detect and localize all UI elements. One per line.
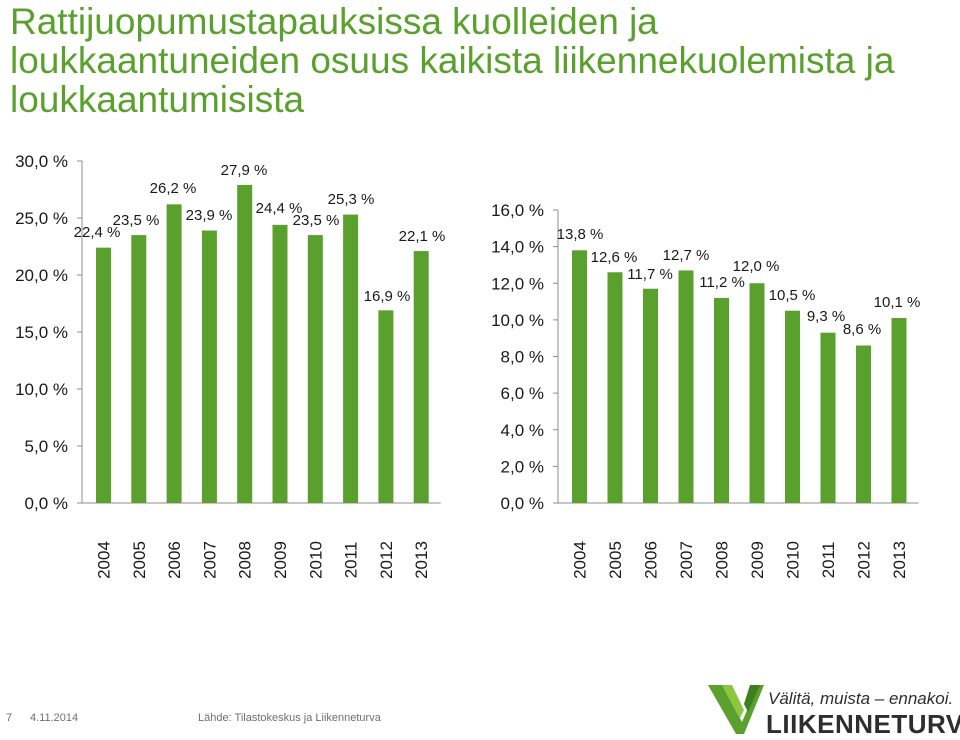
left-y-tick-label: 10,0 % xyxy=(15,380,68,399)
liikenneturva-logo-icon xyxy=(708,685,764,734)
right-data-label: 9,3 % xyxy=(807,308,845,325)
right-data-label: 10,5 % xyxy=(769,287,816,304)
footer-source: Lähde: Tilastokeskus ja Liikenneturva xyxy=(198,712,381,724)
left-bar-2008 xyxy=(237,184,253,503)
left-category-label: 2008 xyxy=(236,541,255,579)
right-category-label: 2010 xyxy=(784,541,803,579)
left-y-tick-label: 30,0 % xyxy=(15,152,68,171)
chart-injuries: 0,0 % 2,0 % 4,0 % 6,0 % 8,0 % 10,0 % 12,0 % 14,… xyxy=(491,201,920,579)
left-category-label: 2012 xyxy=(377,541,396,579)
right-category-label: 2009 xyxy=(748,541,767,579)
right-data-label: 12,6 % xyxy=(591,249,638,266)
logo-slogan: Välitä, muista – ennakoi. xyxy=(768,689,954,708)
right-y-tick-label: 14,0 % xyxy=(491,238,544,257)
page-title: Rattijuopumustapauksissa kuolleiden ja l… xyxy=(10,1,895,120)
left-bar-2006 xyxy=(166,204,182,503)
left-bar-2005 xyxy=(131,235,147,503)
left-bar-2009 xyxy=(272,224,288,503)
right-category-label: 2006 xyxy=(642,541,661,579)
left-y-tick-label: 25,0 % xyxy=(15,209,68,228)
right-y-tick-label: 12,0 % xyxy=(491,274,544,293)
left-category-label: 2011 xyxy=(342,542,361,579)
left-bar-2007 xyxy=(201,230,217,504)
right-data-label: 8,6 % xyxy=(843,321,881,338)
left-category-label: 2007 xyxy=(200,541,219,579)
right-bar-2007 xyxy=(678,270,694,503)
right-data-label: 11,7 % xyxy=(627,266,673,283)
right-bar-2010 xyxy=(785,310,800,503)
left-bar-2013 xyxy=(413,251,429,503)
left-y-tick-label: 15,0 % xyxy=(15,323,68,342)
left-data-label: 23,5 % xyxy=(293,212,340,229)
right-y-tick-label: 16,0 % xyxy=(491,201,544,220)
left-data-label: 22,1 % xyxy=(399,228,446,245)
left-y-tick-label: 5,0 % xyxy=(25,437,68,456)
left-category-label: 2006 xyxy=(165,541,184,579)
right-category-label: 2011 xyxy=(819,542,838,579)
right-y-tick-label: 0,0 % xyxy=(501,494,544,513)
left-bar-2012 xyxy=(378,310,394,503)
right-bar-2005 xyxy=(607,272,623,503)
right-y-tick-label: 8,0 % xyxy=(501,348,544,367)
page-number: 7 xyxy=(6,712,13,724)
right-data-label: 13,8 % xyxy=(557,226,604,243)
right-bar-2009 xyxy=(749,283,765,503)
left-data-label: 22,4 % xyxy=(74,224,121,241)
right-y-tick-label: 10,0 % xyxy=(491,311,544,330)
chart-fatalities: 0,0 % 5,0 % 10,0 % 15,0 % 20,0 % 25,0 % 30,0 %… xyxy=(15,152,445,579)
right-bar-2006 xyxy=(643,288,658,503)
right-bar-2013 xyxy=(891,318,907,503)
left-bar-2010 xyxy=(307,235,323,503)
left-data-label: 23,5 % xyxy=(113,212,160,229)
right-category-label: 2012 xyxy=(855,541,874,579)
left-data-label: 25,3 % xyxy=(328,191,375,208)
right-category-label: 2004 xyxy=(571,541,590,579)
left-category-label: 2013 xyxy=(412,541,431,579)
left-bar-2011 xyxy=(343,214,359,503)
right-bar-2012 xyxy=(856,345,871,503)
right-y-tick-label: 6,0 % xyxy=(501,384,544,403)
left-data-label: 16,9 % xyxy=(364,288,411,305)
right-category-label: 2013 xyxy=(890,541,909,579)
footer-date: 4.11.2014 xyxy=(30,712,79,724)
left-category-label: 2004 xyxy=(95,541,114,579)
right-category-label: 2008 xyxy=(713,541,732,579)
right-bar-2008 xyxy=(714,297,729,503)
right-data-label: 11,2 % xyxy=(699,274,745,291)
right-y-tick-label: 4,0 % xyxy=(501,421,544,440)
logo-brand: LIIKENNETURVA xyxy=(766,709,960,739)
left-data-label: 26,2 % xyxy=(150,180,197,197)
right-data-label: 10,1 % xyxy=(874,294,921,311)
right-data-label: 12,0 % xyxy=(733,258,780,275)
right-bar-2011 xyxy=(820,332,836,503)
left-data-label: 24,4 % xyxy=(256,200,303,217)
left-category-label: 2009 xyxy=(271,541,290,579)
right-bar-2004 xyxy=(572,250,587,503)
left-data-label: 23,9 % xyxy=(186,207,233,224)
right-y-tick-label: 2,0 % xyxy=(501,457,544,476)
left-category-label: 2010 xyxy=(306,541,325,579)
right-category-label: 2007 xyxy=(677,541,696,579)
right-data-label: 12,7 % xyxy=(663,247,710,264)
right-category-label: 2005 xyxy=(606,541,625,579)
left-y-tick-label: 0,0 % xyxy=(25,494,68,513)
left-bar-2004 xyxy=(96,247,111,503)
left-data-label: 27,9 % xyxy=(221,162,268,179)
left-y-tick-label: 20,0 % xyxy=(15,266,68,285)
left-category-label: 2005 xyxy=(130,541,149,579)
